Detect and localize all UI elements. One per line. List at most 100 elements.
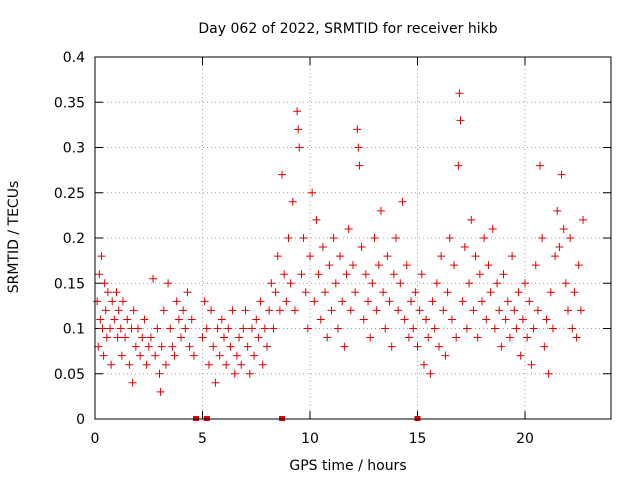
data-point bbox=[357, 243, 366, 252]
data-point bbox=[561, 279, 570, 288]
data-point bbox=[361, 270, 370, 279]
data-point bbox=[280, 270, 289, 279]
data-point bbox=[187, 315, 196, 324]
data-point bbox=[531, 261, 540, 270]
data-point bbox=[235, 333, 244, 342]
data-point bbox=[370, 234, 379, 242]
data-point bbox=[267, 279, 276, 288]
data-point bbox=[118, 297, 127, 306]
data-point bbox=[443, 288, 452, 297]
data-point bbox=[312, 215, 321, 224]
data-point bbox=[209, 342, 218, 351]
data-point bbox=[108, 297, 117, 306]
data-point bbox=[220, 333, 228, 342]
data-point bbox=[473, 333, 482, 342]
data-point bbox=[353, 125, 362, 134]
data-point bbox=[564, 306, 572, 315]
data-point bbox=[222, 360, 231, 369]
data-point bbox=[93, 297, 102, 306]
data-point bbox=[95, 270, 104, 279]
data-point bbox=[217, 315, 226, 324]
data-point bbox=[121, 333, 130, 342]
data-point bbox=[376, 206, 385, 215]
data-point bbox=[207, 306, 216, 315]
data-point bbox=[325, 261, 334, 270]
data-point bbox=[273, 252, 282, 261]
data-point bbox=[407, 297, 416, 306]
data-point bbox=[553, 206, 562, 215]
data-point bbox=[359, 315, 368, 324]
data-point bbox=[508, 252, 517, 261]
data-point bbox=[96, 315, 105, 324]
data-point bbox=[144, 342, 153, 351]
data-point bbox=[140, 315, 149, 324]
data-point bbox=[497, 342, 506, 351]
data-point bbox=[538, 234, 547, 242]
data-point bbox=[568, 324, 577, 333]
data-point bbox=[490, 324, 499, 333]
data-point bbox=[241, 306, 250, 315]
data-point bbox=[157, 342, 166, 351]
data-point bbox=[107, 360, 116, 369]
data-point bbox=[288, 197, 297, 206]
data-point bbox=[484, 261, 493, 270]
data-point bbox=[529, 324, 538, 333]
data-point bbox=[469, 306, 478, 315]
data-point bbox=[166, 324, 175, 333]
data-point bbox=[523, 333, 532, 342]
data-point bbox=[368, 279, 377, 288]
data-point bbox=[572, 333, 581, 342]
data-point bbox=[308, 188, 317, 197]
data-point bbox=[232, 351, 241, 360]
x-tick-label: 15 bbox=[409, 431, 427, 447]
data-point bbox=[510, 306, 519, 315]
data-point bbox=[177, 333, 185, 342]
data-point bbox=[409, 324, 418, 333]
data-point bbox=[295, 143, 304, 152]
data-point bbox=[525, 297, 534, 306]
data-point bbox=[103, 288, 112, 297]
data-point bbox=[252, 315, 261, 324]
data-point bbox=[419, 360, 428, 369]
data-point bbox=[200, 297, 209, 306]
data-point bbox=[398, 197, 407, 206]
data-point bbox=[170, 351, 179, 360]
data-point bbox=[247, 324, 256, 333]
y-tick-label: 0.1 bbox=[63, 322, 85, 338]
data-point bbox=[333, 324, 342, 333]
data-point bbox=[213, 324, 222, 333]
data-point bbox=[521, 279, 529, 288]
data-point bbox=[383, 252, 392, 261]
data-point bbox=[284, 234, 293, 242]
data-point bbox=[338, 297, 347, 306]
data-point bbox=[542, 315, 551, 324]
data-point bbox=[400, 315, 409, 324]
plot-frame bbox=[94, 56, 612, 420]
data-point bbox=[346, 306, 355, 315]
data-point bbox=[499, 270, 508, 279]
data-point bbox=[299, 234, 308, 242]
data-point bbox=[230, 369, 239, 378]
data-point bbox=[424, 333, 433, 342]
data-point bbox=[263, 342, 271, 351]
data-point bbox=[505, 333, 514, 342]
data-point bbox=[149, 274, 158, 283]
data-point bbox=[374, 261, 383, 270]
data-point bbox=[117, 351, 126, 360]
data-point bbox=[372, 306, 381, 315]
data-point bbox=[228, 306, 237, 315]
data-point bbox=[454, 161, 463, 170]
data-point bbox=[432, 279, 441, 288]
data-point bbox=[204, 360, 213, 369]
x-tick-label: 0 bbox=[91, 431, 100, 447]
data-point bbox=[566, 234, 575, 242]
data-point bbox=[110, 315, 119, 324]
data-point bbox=[381, 324, 390, 333]
data-point bbox=[164, 279, 173, 288]
data-point bbox=[181, 324, 190, 333]
data-point bbox=[136, 351, 145, 360]
y-tick-label: 0.2 bbox=[63, 231, 85, 247]
data-point bbox=[471, 252, 480, 261]
data-point bbox=[100, 279, 109, 288]
